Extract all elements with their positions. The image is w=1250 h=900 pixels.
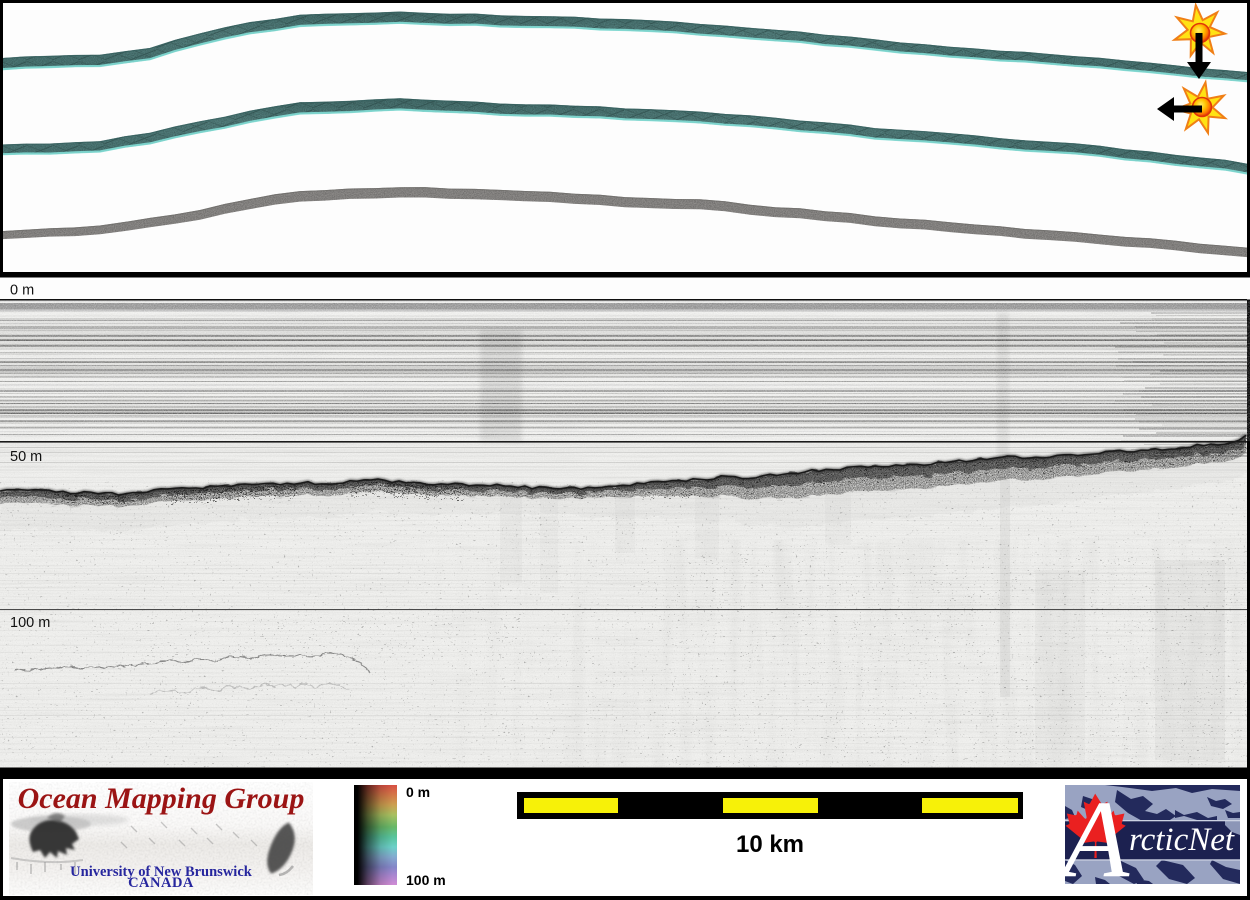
svg-text:0 m: 0 m	[10, 283, 34, 299]
svg-text:50 m: 50 m	[10, 449, 42, 465]
svg-text:rcticNet: rcticNet	[1129, 822, 1235, 858]
svg-text:A: A	[1065, 785, 1130, 884]
